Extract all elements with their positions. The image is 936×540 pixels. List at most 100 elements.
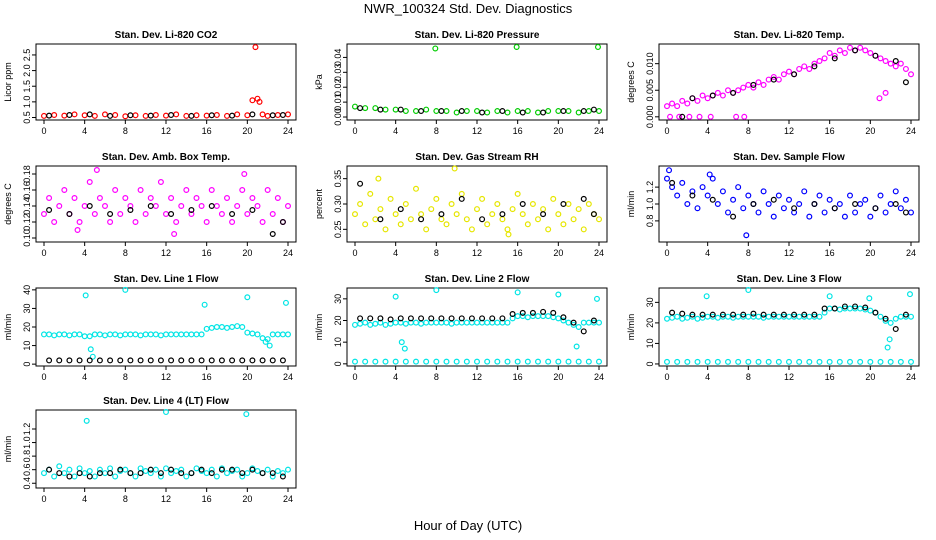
data-point-main [499,216,506,223]
data-point-main [684,314,691,321]
data-point-hourly [892,326,899,333]
data-point-main [821,55,828,62]
x-tick-label: 8 [123,126,128,136]
data-point-main [463,319,470,326]
data-point-hourly [750,81,757,88]
data-point-main [674,192,681,199]
data-point-low [514,358,521,365]
data-point-low [392,358,399,365]
data-point-main [269,211,276,218]
data-point-hourly [791,311,798,318]
data-point-main [382,106,389,113]
x-tick-label: 16 [513,126,523,136]
data-point-hourly [872,309,879,316]
data-point-hourly [127,357,134,364]
data-point-main [372,105,379,112]
data-point-main [76,331,83,338]
data-point-hourly [107,211,114,218]
data-point-hourly [117,466,124,473]
data-point-main [707,113,714,120]
data-point-main [902,65,909,72]
data-point-main [524,314,531,321]
data-point-main [152,466,159,473]
data-point-main [122,195,129,202]
data-point-main [519,211,526,218]
x-tick-label: 24 [594,248,604,258]
data-point-main [826,293,833,300]
data-point-main [122,113,129,120]
data-point-main [724,209,731,216]
data-point-main [101,111,108,118]
data-point-main [264,466,271,473]
data-point-main [208,324,215,331]
x-tick-label: 12 [472,248,482,258]
data-point-main [887,201,894,208]
data-point-hourly [397,315,404,322]
data-point-hourly [902,209,909,216]
data-point-hourly [479,315,486,322]
data-point-main [745,81,752,88]
y-tick-label: 0.01 [333,93,343,111]
data-point-main [775,76,782,83]
data-point-hourly [590,106,597,113]
data-point-main [193,195,200,202]
data-point-main [714,314,721,321]
data-point-main [40,112,47,119]
y-tick-label: 0.5 [22,111,32,124]
x-tick-label: 0 [352,372,357,382]
data-point-main [877,55,884,62]
data-point-hourly [208,203,215,210]
data-point-main [841,213,848,220]
data-point-hourly [46,466,53,473]
x-tick-label: 0 [664,372,669,382]
data-point-main [81,333,88,340]
data-point-main [524,108,531,115]
data-point-main [796,313,803,320]
data-point-hourly [448,315,455,322]
data-point-hourly [902,311,909,318]
data-point-hourly [730,213,737,220]
data-point-main [443,221,450,228]
data-point-hourly [699,311,706,318]
data-point-main [463,216,470,223]
data-point-main [392,293,399,300]
x-tick-label: 16 [513,372,523,382]
data-point-main [555,315,562,322]
data-point-main [40,211,47,218]
plot-frame [35,287,297,367]
data-point-main [595,108,602,115]
data-point-hourly [852,201,859,208]
data-point-main [463,108,470,115]
data-point-hourly [428,315,435,322]
data-point-hourly [259,357,266,364]
chart-title: Stan. Dev. Amb. Box Temp. [102,152,230,163]
data-point-main [816,58,823,65]
data-point-main [780,71,787,78]
data-point-main [224,195,231,202]
data-point-main [91,331,98,338]
data-point-main [362,319,369,326]
data-point-main [157,179,164,186]
data-point-hourly [689,95,696,102]
data-point-hourly [86,203,93,210]
data-point-main [398,339,405,346]
data-point-main [178,466,185,473]
data-point-hourly [188,357,195,364]
data-point-main [71,111,78,118]
data-point-main [382,226,389,233]
data-point-main [740,205,747,212]
x-tick-label: 0 [664,248,669,258]
data-point-main [89,353,96,360]
data-point-main [423,226,430,233]
x-tick-label: 12 [161,494,171,504]
data-point-main [274,195,281,202]
y-tick-label: 20 [333,315,343,325]
data-point-main [66,466,73,473]
data-point-main [213,111,220,118]
data-point-main [66,332,73,339]
data-point-main [733,113,740,120]
x-tick-label: 0 [41,126,46,136]
data-point-hourly [590,317,597,324]
data-point-hourly [168,111,175,118]
data-point-main [122,466,129,473]
